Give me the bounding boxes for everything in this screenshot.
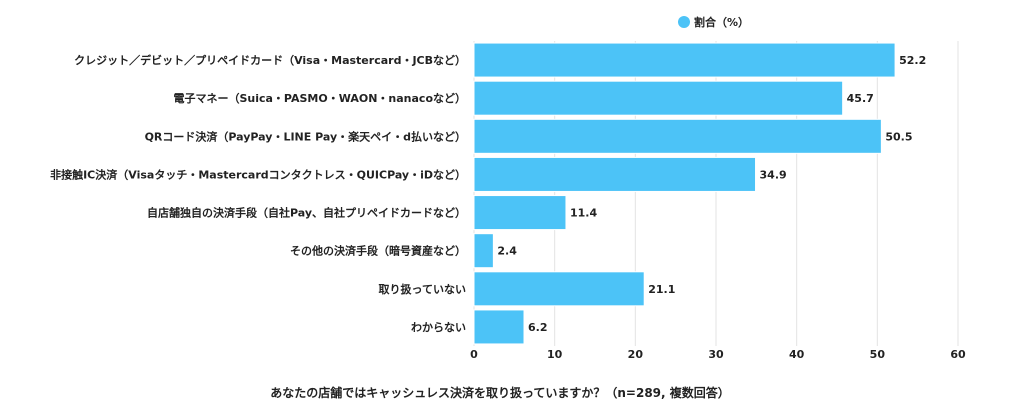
value-label: 50.5: [885, 130, 912, 143]
bar: [473, 195, 567, 231]
bar: [473, 156, 757, 192]
bar: [473, 118, 882, 154]
category-label: 取り扱っていない: [379, 282, 466, 296]
legend-swatch: [678, 16, 690, 28]
x-tick-label: 0: [470, 348, 478, 361]
category-label: わからない: [411, 321, 466, 334]
value-labels: 52.2 45.7 50.5 34.9 11.4 2.4 21.1 6.2: [497, 54, 926, 334]
value-label: 45.7: [847, 92, 874, 105]
x-tick-label: 50: [870, 348, 886, 361]
bar: [473, 271, 645, 307]
category-label: 電子マネー（Suica・PASMO・WAON・nanacoなど）: [173, 92, 466, 105]
x-tick-label: 40: [789, 348, 805, 361]
value-label: 52.2: [899, 54, 926, 67]
x-axis-title: あなたの店舗ではキャッシュレス決済を取り扱っていますか？（n=289, 複数回答…: [270, 385, 730, 400]
bar: [473, 233, 494, 269]
value-label: 34.9: [760, 168, 787, 181]
category-label: QRコード決済（PayPay・LINE Pay・楽天ペイ・d払いなど）: [145, 129, 466, 143]
value-label: 6.2: [528, 321, 548, 334]
value-label: 11.4: [570, 207, 597, 220]
x-tick-label: 60: [950, 348, 966, 361]
bar: [473, 80, 844, 116]
category-labels: クレジット／デビット／プリペイドカード（Visa・Mastercard・JCBな…: [50, 53, 466, 334]
value-label: 21.1: [648, 283, 675, 296]
x-axis-ticks: 0 10 20 30 40 50 60: [470, 348, 966, 361]
x-tick-label: 20: [628, 348, 644, 361]
value-label: 2.4: [497, 245, 517, 258]
legend: 割合（%）: [678, 15, 749, 29]
category-label: クレジット／デビット／プリペイドカード（Visa・Mastercard・JCBな…: [74, 53, 466, 67]
bar: [473, 42, 896, 78]
category-label: その他の決済手段（暗号資産など）: [290, 244, 466, 258]
x-tick-label: 10: [547, 348, 563, 361]
bar: [473, 309, 525, 345]
category-label: 自店舗独自の決済手段（自社Pay、自社プリペイドカードなど）: [147, 206, 466, 220]
x-tick-label: 30: [708, 348, 724, 361]
legend-label: 割合（%）: [694, 15, 749, 29]
category-label: 非接触IC決済（Visaタッチ・Mastercardコンタクトレス・QUICPa…: [50, 167, 466, 181]
bars: [473, 42, 896, 345]
